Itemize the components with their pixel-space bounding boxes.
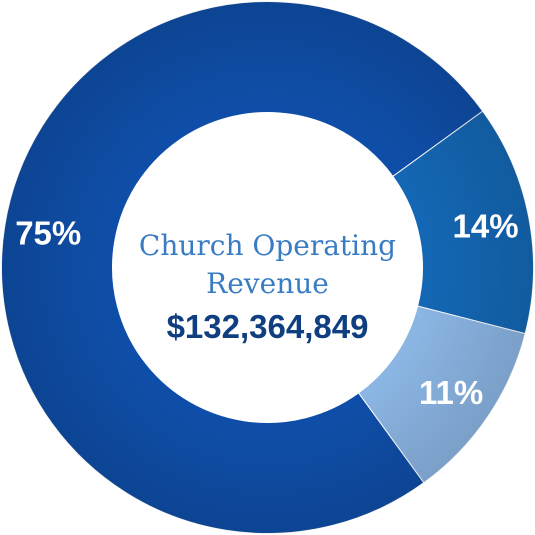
center-total-value: $132,364,849 <box>166 308 369 345</box>
slice-label-1: 14% <box>453 207 519 244</box>
center-title-line-2: Revenue <box>206 267 329 300</box>
slice-label-2: 11% <box>419 374 483 411</box>
center-title-line-1: Church Operating <box>138 229 397 262</box>
labels-group: 75% 14% 11% <box>15 207 518 410</box>
slice-label-0: 75% <box>15 214 81 251</box>
donut-hole <box>112 112 423 423</box>
